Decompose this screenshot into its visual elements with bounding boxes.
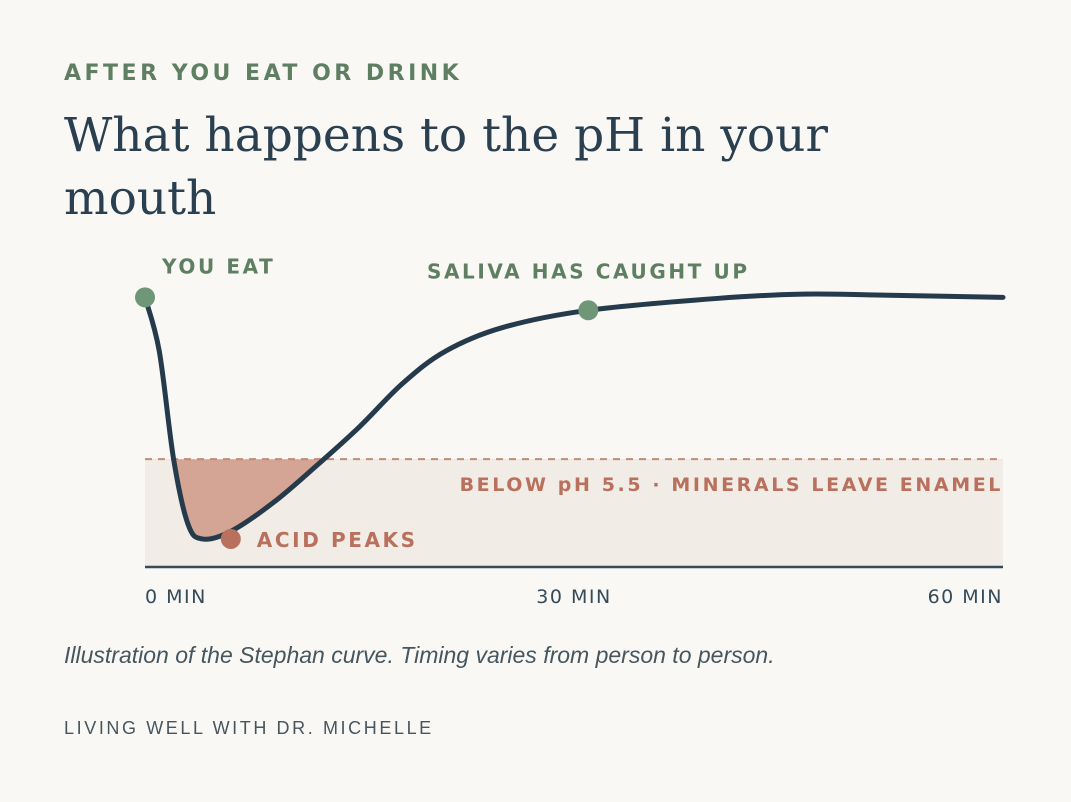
threshold-label: BELOW pH 5.5 · MINERALS LEAVE ENAMEL — [460, 474, 1003, 496]
acid-peaks-marker — [220, 528, 241, 549]
x-tick-label: 60 MIN — [928, 586, 1003, 608]
saliva-caught-up-marker — [578, 300, 599, 321]
you-eat-marker — [135, 287, 155, 308]
acid-peaks-label: ACID PEAKS — [257, 528, 418, 552]
page-title: What happens to the pH in your mouth — [64, 108, 828, 226]
you-eat-label: YOU EAT — [161, 254, 275, 278]
x-tick-label: 0 MIN — [145, 586, 207, 608]
x-tick-label: 30 MIN — [536, 586, 611, 608]
ph-curve-line — [142, 291, 1006, 542]
eyebrow-label: AFTER YOU EAT OR DRINK — [64, 61, 463, 86]
chart-caption: Illustration of the Stephan curve. Timin… — [64, 642, 775, 668]
footer-credit: LIVING WELL WITH DR. MICHELLE — [64, 718, 434, 738]
saliva-caught-up-label: SALIVA HAS CAUGHT UP — [427, 259, 750, 283]
